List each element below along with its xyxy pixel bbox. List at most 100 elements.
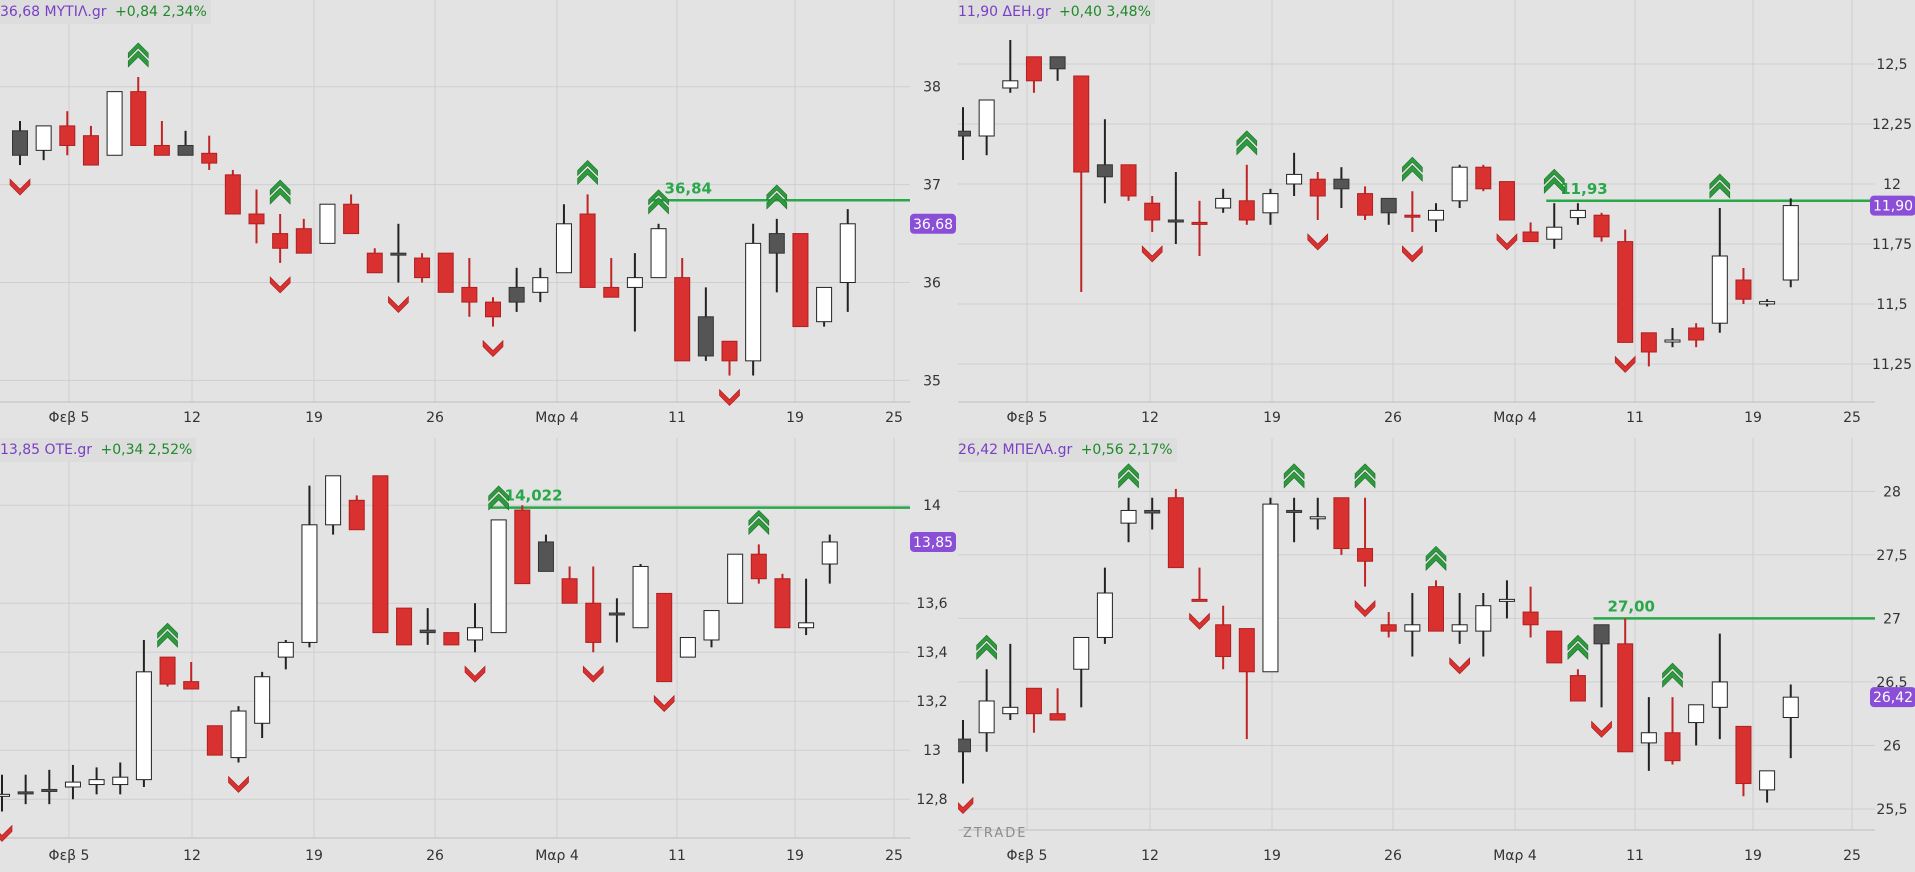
candle-body bbox=[1569, 675, 1586, 702]
chart-panel-mpela[interactable]: 26,42 ΜΠΕΛΑ.gr +0,56 2,17% 28 27,5 27 26,5 2… bbox=[958, 438, 1915, 872]
candle bbox=[1120, 497, 1137, 543]
candle-body bbox=[396, 607, 413, 646]
candle-body bbox=[1167, 219, 1184, 223]
candle bbox=[1238, 164, 1255, 225]
candle bbox=[12, 121, 28, 166]
chart-panel-dei[interactable]: 11,90 ΔΕΗ.gr +0,40 3,48% 12,5 12,25 12 11,7… bbox=[958, 0, 1915, 436]
resistance-label: 27,00 bbox=[1608, 597, 1655, 615]
candle bbox=[1309, 172, 1326, 220]
candle bbox=[958, 107, 971, 160]
quote-header: 13,85 ΟΤΕ.gr +0,34 2,52% bbox=[0, 438, 197, 462]
signal-up-arrow bbox=[577, 159, 598, 186]
chart-panel-mytil[interactable]: 36,68 ΜΥΤΙΛ.gr +0,84 2,34% 38 37 36 35 Φεβ 5… bbox=[0, 0, 957, 436]
chart-panel-ote[interactable]: 13,85 ΟΤΕ.gr +0,34 2,52% 14 13,6 13,4 13,2 1… bbox=[0, 438, 957, 872]
candle bbox=[1238, 628, 1255, 740]
signal-down-arrow bbox=[464, 665, 486, 683]
candle-body bbox=[514, 509, 531, 585]
candle bbox=[201, 135, 218, 170]
candle bbox=[750, 544, 767, 584]
candle bbox=[1569, 669, 1586, 702]
candle-body bbox=[768, 233, 785, 254]
candle bbox=[703, 610, 720, 648]
candle bbox=[106, 91, 123, 156]
candle-body bbox=[532, 277, 549, 293]
signal-down-arrow bbox=[1591, 720, 1612, 738]
last-price-label: 26,42 bbox=[1873, 690, 1913, 706]
signal-up-arrow bbox=[127, 42, 149, 68]
signal-down-arrow bbox=[719, 388, 740, 406]
quote-header: 36,68 ΜΥΤΙΛ.gr +0,84 2,34% bbox=[0, 0, 211, 24]
candle-body bbox=[608, 612, 625, 616]
y-tick-label: 27,5 bbox=[1876, 548, 1907, 564]
candle-body bbox=[1759, 770, 1776, 791]
candle bbox=[159, 656, 176, 687]
candle-body bbox=[467, 627, 483, 641]
candle-body bbox=[135, 671, 152, 781]
candle-body bbox=[390, 252, 407, 256]
y-tick-label: 11,75 bbox=[1872, 237, 1912, 253]
candle bbox=[1215, 605, 1232, 670]
candle-body bbox=[1333, 178, 1350, 190]
candle bbox=[508, 267, 525, 312]
candlestick-chart[interactable]: 28 27,5 27 26,5 26 25,5 Φεβ 5 12 19 26 Μαρ 4 11 19 25… bbox=[958, 438, 1915, 872]
candle-body bbox=[1380, 624, 1397, 632]
signal-down-arrow bbox=[9, 178, 31, 196]
candle-body bbox=[1522, 231, 1539, 243]
signal-up-arrow bbox=[269, 179, 291, 205]
x-tick-label: 26 bbox=[426, 410, 444, 426]
candle-body bbox=[1640, 732, 1657, 744]
candle-body bbox=[1475, 605, 1492, 632]
candle-body bbox=[12, 130, 28, 156]
candle bbox=[112, 762, 129, 795]
candle-body bbox=[1073, 636, 1090, 670]
candle-body bbox=[821, 541, 838, 565]
candle bbox=[1215, 188, 1232, 213]
quote-symbol: ΜΠΕΛΑ.gr bbox=[1002, 442, 1073, 458]
candle-body bbox=[1262, 193, 1279, 214]
candle bbox=[1475, 593, 1492, 657]
candle bbox=[1120, 164, 1137, 201]
candlestick-chart[interactable]: 14 13,6 13,4 13,2 13 12,8 Φεβ 5 12 19 26 Μαρ 4 11 19… bbox=[0, 438, 957, 872]
candle-body bbox=[721, 340, 738, 362]
y-tick-label: 13,2 bbox=[916, 694, 947, 710]
candle-body bbox=[41, 788, 58, 792]
candle-body bbox=[343, 203, 360, 235]
candle-body bbox=[224, 174, 241, 215]
candle bbox=[1759, 299, 1776, 307]
candle bbox=[490, 519, 507, 634]
signal-down-arrow bbox=[1189, 612, 1210, 630]
candle-body bbox=[1357, 548, 1374, 562]
candle bbox=[443, 632, 460, 646]
x-tick-label: Φεβ 5 bbox=[49, 410, 90, 426]
candle bbox=[1664, 328, 1681, 348]
candle-body bbox=[230, 710, 247, 759]
candle bbox=[821, 534, 838, 584]
signal-down-arrow bbox=[1496, 233, 1518, 251]
candle bbox=[414, 253, 431, 283]
candle bbox=[626, 253, 643, 332]
candle bbox=[798, 578, 815, 636]
candle-body bbox=[419, 629, 436, 634]
candle-body bbox=[745, 242, 762, 362]
signal-up-arrow bbox=[976, 634, 997, 660]
candlestick-chart[interactable]: 38 37 36 35 Φεβ 5 12 19 26 Μαρ 4 11 19 25 36,84 36,68 bbox=[0, 0, 957, 436]
candle-body bbox=[958, 130, 971, 137]
candle-body bbox=[1025, 56, 1042, 82]
candle-body bbox=[1286, 509, 1303, 513]
candle bbox=[679, 637, 696, 658]
candle bbox=[514, 505, 531, 585]
candlestick-chart[interactable]: 12,5 12,25 12 11,75 11,5 11,25 Φεβ 5 12 19 26 Μαρ … bbox=[958, 0, 1915, 436]
resistance-label: 36,84 bbox=[665, 179, 712, 197]
candle-body bbox=[348, 499, 365, 531]
candle-body bbox=[112, 776, 129, 786]
signal-up-arrow bbox=[1402, 156, 1423, 182]
x-tick-label: 19 bbox=[1263, 848, 1281, 864]
candle bbox=[1025, 56, 1042, 93]
candle bbox=[88, 767, 105, 795]
candle bbox=[1380, 612, 1397, 638]
quote-change-pct: 2,52% bbox=[147, 442, 193, 458]
candle-body bbox=[1002, 80, 1019, 89]
quote-price: 26,42 bbox=[958, 442, 999, 458]
signal-up-arrow bbox=[766, 184, 788, 210]
candle-body bbox=[1167, 497, 1184, 569]
